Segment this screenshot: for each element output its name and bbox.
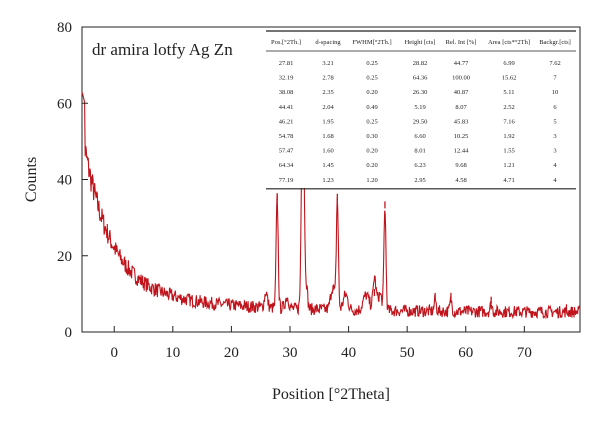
peak-table-header: FWHM[°2Th.] — [352, 39, 391, 46]
peak-table-cell: 38.08 — [279, 89, 294, 96]
y-axis-ticks: 0 20 40 60 80 — [57, 20, 88, 341]
peak-table-header: d-spacing — [315, 39, 341, 46]
peak-table-cell: 46.21 — [279, 118, 294, 125]
peak-table-cell: 0.20 — [366, 148, 377, 155]
peak-table-cell: 5.11 — [503, 89, 514, 96]
peak-table-cell: 64.34 — [279, 162, 294, 169]
peak-table-header: Rel. Int [%] — [446, 39, 477, 46]
peak-table-cell: 1.60 — [322, 148, 333, 155]
peak-table-cell: 1.45 — [322, 162, 333, 169]
peak-table-cell: 0.20 — [366, 89, 377, 96]
peak-table-background — [266, 28, 576, 188]
peak-table-cell: 29.50 — [413, 118, 428, 125]
peak-table-cell: 2.04 — [322, 104, 334, 111]
chart-title: dr amira lotfy Ag Zn — [92, 40, 233, 59]
peak-table-cell: 3 — [553, 148, 556, 155]
y-tick-label: 40 — [57, 173, 72, 189]
peak-table-cell: 1.20 — [366, 177, 377, 184]
peak-table-cell: 3 — [553, 133, 556, 140]
y-axis-label: Counts — [23, 157, 40, 202]
peak-table-cell: 5 — [553, 118, 556, 125]
peak-table-cell: 1.21 — [503, 162, 514, 169]
peak-table-cell: 40.87 — [454, 89, 469, 96]
peak-table-cell: 8.07 — [455, 104, 467, 111]
diffraction-line — [81, 70, 581, 320]
peak-table-cell: 0.25 — [366, 60, 377, 67]
peak-table-cell: 1.68 — [322, 133, 333, 140]
peak-table-cell: 0.49 — [366, 104, 377, 111]
xrd-series — [81, 60, 581, 320]
x-tick-label: 60 — [458, 345, 473, 361]
peak-table-cell: 15.62 — [502, 75, 517, 82]
peak-table-cell: 4.58 — [455, 177, 466, 184]
peak-table-cell: 6 — [553, 104, 557, 111]
peak-table-cell: 100.00 — [452, 75, 470, 82]
peak-table-cell: 6.60 — [414, 133, 425, 140]
y-tick-label: 20 — [57, 249, 72, 265]
x-tick-label: 30 — [282, 345, 297, 361]
peak-table-cell: 8.01 — [414, 148, 425, 155]
peak-table-header: Pos.[°2Th.] — [271, 39, 301, 46]
peak-table-header: Backgr.[cts] — [539, 39, 571, 46]
peak-table-cell: 1.23 — [322, 177, 333, 184]
peak-table-cell: 0.30 — [366, 133, 377, 140]
peak-table-cell: 9.68 — [455, 162, 466, 169]
peak-table-cell: 2.52 — [503, 104, 514, 111]
peak-table-header: Area [cts*°2Th] — [488, 39, 530, 46]
peak-table-cell: 5.19 — [414, 104, 425, 111]
peak-table-header: Height [cts] — [405, 39, 436, 46]
peak-table-cell: 27.81 — [279, 60, 294, 67]
peak-table-cell: 2.35 — [322, 89, 333, 96]
peak-table-cell: 32.19 — [279, 75, 294, 82]
x-tick-label: 10 — [165, 345, 180, 361]
x-axis-ticks: 0 10 20 30 40 50 60 70 — [110, 326, 532, 361]
x-axis-label: Position [°2Theta] — [272, 386, 390, 403]
peak-table: Pos.[°2Th.] d-spacing FWHM[°2Th.] Height [c… — [266, 28, 576, 190]
peak-table-cell: 26.30 — [413, 89, 428, 96]
peak-markers — [276, 60, 568, 312]
peak-table-cell: 28.82 — [413, 60, 428, 67]
x-tick-label: 40 — [341, 345, 356, 361]
peak-table-cell: 1.92 — [503, 133, 514, 140]
peak-table-cell: 4 — [553, 162, 557, 169]
peak-table-cell: 57.47 — [279, 148, 294, 155]
y-tick-label: 60 — [57, 96, 72, 112]
x-tick-label: 0 — [110, 345, 118, 361]
peak-table-cell: 7.62 — [549, 60, 560, 67]
peak-table-cell: 1.55 — [503, 148, 514, 155]
peak-table-cell: 4 — [553, 177, 557, 184]
peak-table-cell: 12.44 — [454, 148, 469, 155]
peak-table-cell: 10.25 — [454, 133, 469, 140]
peak-table-cell: 77.19 — [279, 177, 294, 184]
y-tick-label: 80 — [57, 20, 72, 36]
x-tick-label: 70 — [517, 345, 532, 361]
peak-table-cell: 44.41 — [279, 104, 294, 111]
peak-table-cell: 6.99 — [503, 60, 514, 67]
peak-table-cell: 0.25 — [366, 118, 377, 125]
peak-table-cell: 1.95 — [322, 118, 333, 125]
peak-table-cell: 6.23 — [414, 162, 425, 169]
peak-table-cell: 64.36 — [413, 75, 428, 82]
peak-table-cell: 2.95 — [414, 177, 425, 184]
peak-table-cell: 0.20 — [366, 162, 377, 169]
peak-table-cell: 44.77 — [454, 60, 469, 67]
peak-table-cell: 10 — [552, 89, 559, 96]
peak-table-cell: 2.78 — [322, 75, 333, 82]
y-tick-label: 0 — [65, 325, 73, 341]
peak-table-cell: 45.83 — [454, 118, 469, 125]
peak-table-cell: 7 — [553, 75, 557, 82]
x-tick-label: 20 — [224, 345, 239, 361]
peak-table-cell: 0.25 — [366, 75, 377, 82]
peak-table-cell: 54.78 — [279, 133, 294, 140]
peak-table-cell: 7.16 — [503, 118, 515, 125]
peak-table-cell: 3.21 — [322, 60, 333, 67]
peak-table-cell: 4.71 — [503, 177, 514, 184]
x-tick-label: 50 — [400, 345, 415, 361]
